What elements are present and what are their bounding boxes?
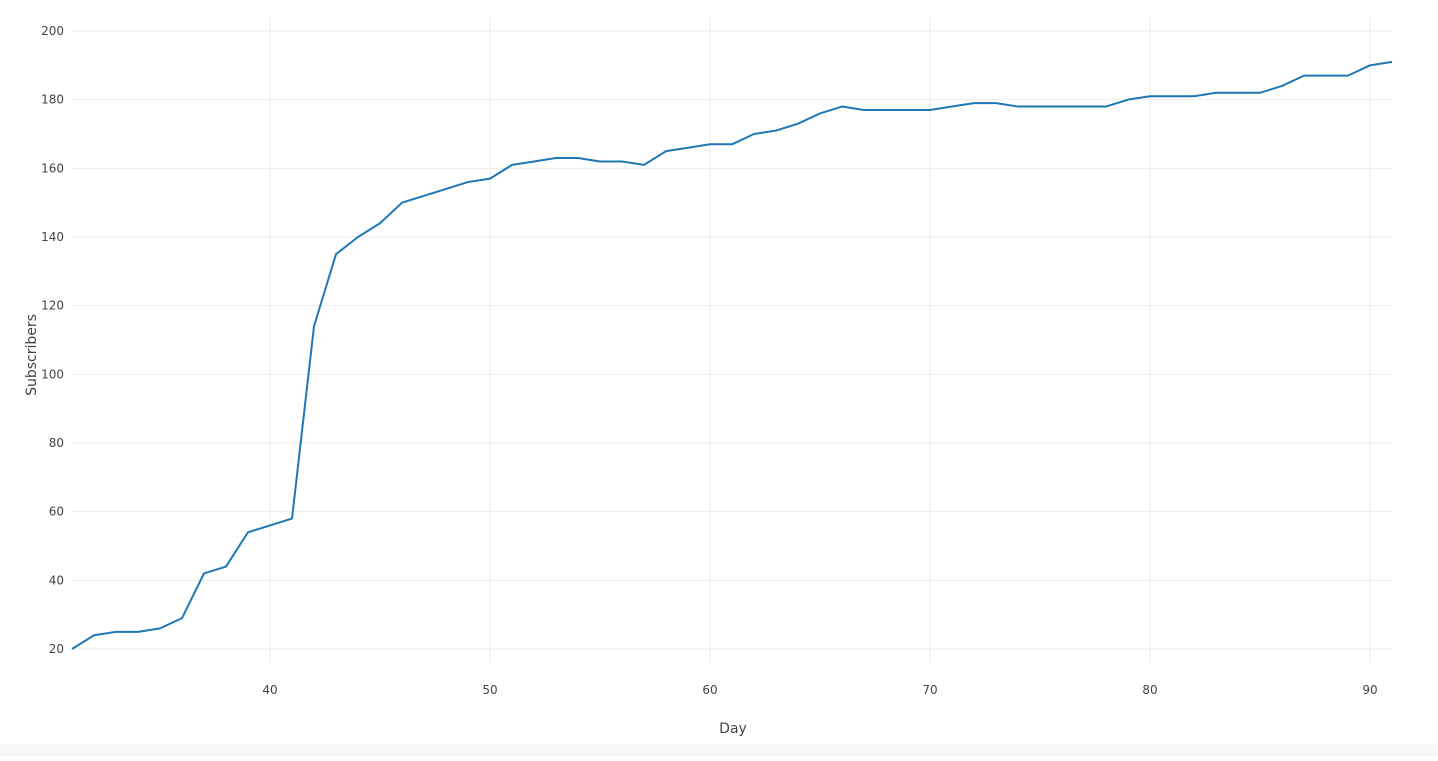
data-point [69, 646, 75, 652]
data-point [245, 529, 251, 535]
x-tick-label: 90 [1362, 683, 1377, 697]
data-point [1169, 93, 1175, 99]
data-point [289, 516, 295, 522]
data-point [707, 141, 713, 147]
x-gridlines [269, 18, 1371, 665]
data-point [1059, 104, 1065, 110]
data-point [905, 107, 911, 113]
data-point [1235, 90, 1241, 96]
data-point [685, 145, 691, 151]
x-tick-labels: 40 50 60 70 80 90 [262, 683, 1377, 697]
data-point [399, 200, 405, 206]
data-point [575, 155, 581, 161]
data-point [1345, 73, 1351, 79]
x-axis-title: Day [719, 721, 747, 737]
data-point [641, 162, 647, 168]
data-point [1125, 97, 1131, 103]
data-point [861, 107, 867, 113]
x-tick-label: 70 [922, 683, 937, 697]
data-point [1213, 90, 1219, 96]
data-point [619, 158, 625, 164]
data-point [1389, 59, 1395, 65]
data-point [883, 107, 889, 113]
data-point [311, 323, 317, 329]
data-point [1323, 73, 1329, 79]
data-point [179, 615, 185, 621]
data-point [487, 176, 493, 182]
data-point [663, 148, 669, 154]
data-point [333, 251, 339, 257]
data-point [927, 107, 933, 113]
y-tick-label: 60 [49, 505, 64, 519]
data-point [1367, 62, 1373, 68]
data-point [267, 522, 273, 528]
data-point [223, 564, 229, 570]
data-point [1103, 104, 1109, 110]
data-point [971, 100, 977, 106]
data-point [201, 570, 207, 576]
data-point [1301, 73, 1307, 79]
y-tick-label: 80 [49, 436, 64, 450]
data-point [817, 110, 823, 116]
data-point [949, 104, 955, 110]
data-point [113, 629, 119, 635]
x-tick-label: 50 [482, 683, 497, 697]
y-tick-label: 20 [49, 642, 64, 656]
x-tick-label: 40 [262, 683, 277, 697]
series-layer [69, 59, 1395, 652]
bottom-band [0, 744, 1438, 756]
data-point [553, 155, 559, 161]
y-tick-label: 160 [41, 161, 64, 175]
data-point [751, 131, 757, 137]
y-tick-label: 120 [41, 299, 64, 313]
x-tick-label: 60 [702, 683, 717, 697]
data-point [465, 179, 471, 185]
y-tick-label: 180 [41, 93, 64, 107]
x-tick-label: 80 [1142, 683, 1157, 697]
data-point [355, 234, 361, 240]
y-axis-title: Subscribers [24, 314, 40, 396]
data-point [135, 629, 141, 635]
series-line [71, 60, 1393, 650]
y-tick-label: 200 [41, 24, 64, 38]
data-point [509, 162, 515, 168]
data-point [1037, 104, 1043, 110]
y-tick-label: 100 [41, 367, 64, 381]
data-point [1279, 83, 1285, 89]
data-point [795, 121, 801, 127]
data-point [1257, 90, 1263, 96]
data-point [157, 625, 163, 631]
data-point [1081, 104, 1087, 110]
data-point [773, 128, 779, 134]
data-point [1015, 104, 1021, 110]
data-point [1191, 93, 1197, 99]
y-tick-labels: 20 40 60 80 100 120 140 160 180 200 [41, 24, 64, 656]
data-point [1147, 93, 1153, 99]
data-point [597, 158, 603, 164]
y-gridlines [72, 30, 1392, 650]
data-point [993, 100, 999, 106]
data-point [443, 186, 449, 192]
y-tick-label: 40 [49, 573, 64, 587]
data-point [91, 632, 97, 638]
data-point [729, 141, 735, 147]
y-tick-label: 140 [41, 230, 64, 244]
data-point [377, 220, 383, 226]
data-point [839, 104, 845, 110]
data-point [421, 193, 427, 199]
data-point [531, 158, 537, 164]
